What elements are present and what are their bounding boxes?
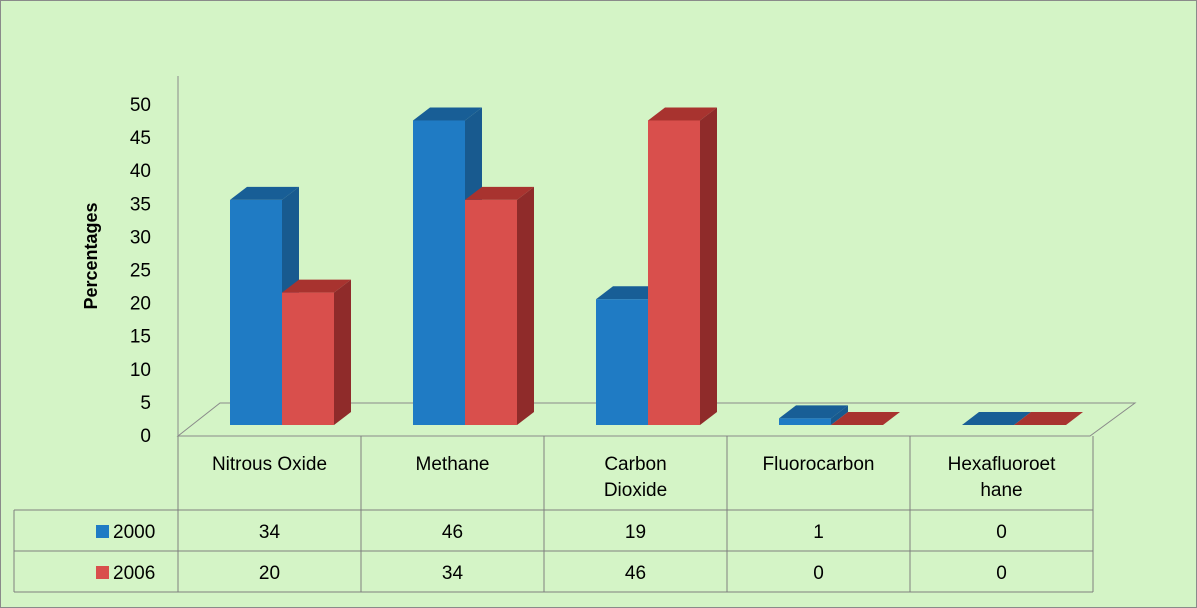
data-label-2006: 34 [442, 563, 464, 584]
y-tick-label: 50 [130, 95, 151, 116]
bar-2000 [230, 199, 282, 425]
y-tick-label: 20 [130, 294, 151, 315]
data-label-2000: 34 [259, 522, 281, 543]
bar-2006-top [465, 186, 534, 200]
chart-floor [176, 402, 1137, 437]
bar-2006-side [700, 107, 717, 425]
data-label-2006: 0 [996, 563, 1007, 584]
category-label: Fluorocarbon [763, 454, 875, 475]
legend-label-2006: 2006 [113, 563, 155, 584]
data-label-2000: 46 [442, 522, 463, 543]
bar-2006-side [334, 279, 351, 425]
y-tick-label: 10 [130, 360, 151, 381]
bar-2000-top [413, 107, 482, 121]
data-label-2006: 0 [813, 563, 824, 584]
bar-2006-side [517, 186, 534, 425]
bar-2000-top [962, 412, 1031, 425]
category-label: Nitrous Oxide [212, 454, 327, 475]
bar-2000-top [230, 186, 299, 200]
bar-2000 [779, 418, 831, 425]
bar-2000 [596, 299, 648, 425]
data-label-2000: 1 [813, 522, 824, 543]
y-tick-label: 30 [130, 227, 151, 248]
legend-swatch-2006 [96, 566, 109, 579]
bar-2006-top [282, 279, 351, 293]
category-label: Methane [416, 454, 490, 475]
y-tick-label: 45 [130, 128, 151, 149]
y-tick-label: 25 [130, 261, 151, 282]
bar-2006-top [831, 412, 900, 425]
data-label-2006: 20 [259, 563, 280, 584]
bar-2000-top [596, 286, 665, 300]
y-tick-label: 35 [130, 194, 151, 215]
bar-2000-side [831, 405, 848, 425]
bar-2006 [648, 120, 700, 425]
bar-2006-top [648, 107, 717, 121]
category-label: Carbon [604, 454, 666, 475]
legend-swatch-2000 [96, 525, 109, 538]
bar-2000 [413, 120, 465, 425]
data-label-2006: 46 [625, 563, 646, 584]
bar-2006 [282, 292, 334, 425]
y-tick-label: 0 [140, 426, 151, 447]
y-tick-label: 15 [130, 327, 151, 348]
category-label: Dioxide [604, 480, 667, 501]
y-tick-label: 5 [140, 393, 151, 414]
category-label: hane [980, 480, 1022, 501]
y-tick-label: 40 [130, 161, 151, 182]
bar-2006-top [1014, 412, 1083, 425]
legend-label-2000: 2000 [113, 522, 155, 543]
bar-2006 [465, 199, 517, 425]
category-label: Hexafluoroet [948, 454, 1056, 475]
data-label-2000: 0 [996, 522, 1007, 543]
y-axis-title: Percentages [81, 202, 101, 309]
bar-2000-top [779, 405, 848, 419]
data-label-2000: 19 [625, 522, 646, 543]
